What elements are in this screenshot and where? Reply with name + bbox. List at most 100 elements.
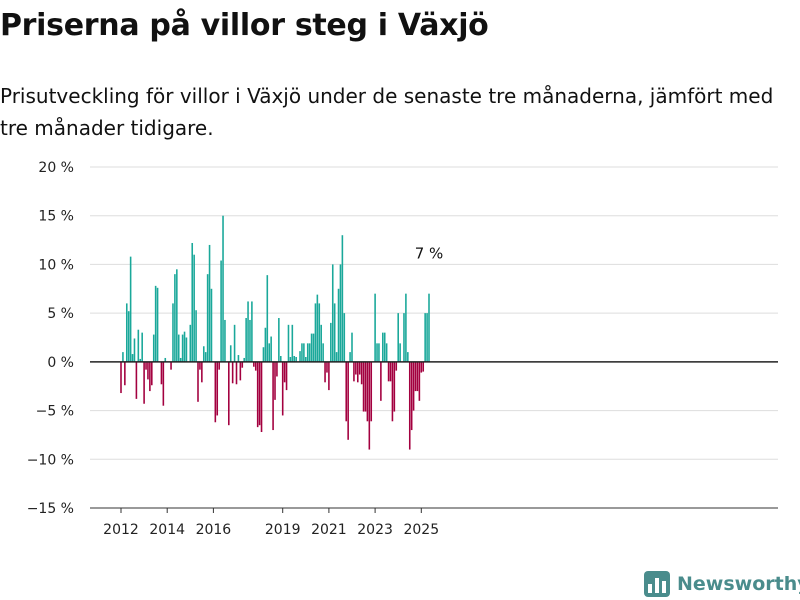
x-axis: 2012 2014 2016 2019 2021 2023 2025 — [90, 507, 778, 538]
bar — [399, 343, 401, 362]
bar — [141, 332, 143, 362]
bar — [266, 275, 269, 362]
bar — [347, 361, 349, 440]
bar — [291, 324, 294, 362]
bar — [274, 361, 276, 400]
bar — [164, 357, 167, 362]
bar — [306, 343, 309, 362]
bar — [308, 343, 311, 362]
bar — [151, 361, 153, 386]
y-axis-labels: 20 % 15 % 10 % 5 % 0 % −5 % −10 % −15 % — [27, 160, 74, 517]
bar — [318, 303, 321, 362]
bar — [156, 287, 159, 362]
bar — [320, 324, 322, 362]
bar — [345, 361, 348, 422]
bar — [197, 361, 199, 402]
bar — [314, 303, 317, 362]
bar — [270, 336, 272, 362]
bar — [279, 356, 282, 362]
bar — [383, 332, 386, 362]
bar — [305, 356, 307, 362]
bar — [253, 361, 255, 367]
bar — [254, 361, 257, 371]
bar — [391, 361, 394, 422]
bar — [154, 285, 157, 362]
bar — [174, 274, 176, 362]
bar — [351, 332, 353, 362]
bar — [312, 333, 315, 362]
bar — [380, 361, 382, 401]
bar — [295, 356, 297, 362]
bar — [412, 361, 415, 411]
bar — [385, 343, 388, 362]
bar — [387, 361, 390, 382]
chart-gridlines — [90, 166, 778, 509]
bar — [245, 318, 247, 362]
bar — [202, 346, 205, 362]
bar — [231, 361, 234, 384]
bar — [356, 361, 359, 383]
bar — [262, 347, 265, 362]
bar — [264, 327, 267, 362]
bar — [193, 254, 195, 362]
bar — [162, 361, 165, 406]
bar — [258, 361, 261, 426]
x-tick-label: 2012 — [103, 522, 139, 538]
bar — [339, 264, 342, 362]
bar — [251, 301, 253, 362]
bar — [195, 310, 197, 362]
bar — [407, 352, 409, 362]
bar — [322, 343, 324, 362]
bar — [199, 361, 201, 370]
bar — [370, 361, 373, 422]
bar — [289, 356, 292, 362]
bar — [330, 322, 332, 362]
bar — [176, 269, 178, 362]
brand-footer: Newsworthy — [644, 570, 800, 598]
bar — [201, 361, 203, 383]
bar — [364, 361, 367, 412]
bar — [208, 244, 211, 362]
chart-annotations: 7 % — [415, 245, 444, 263]
x-tick-label: 2014 — [149, 522, 185, 538]
last-value-label: 7 % — [415, 245, 444, 263]
bar — [366, 361, 369, 422]
y-tick-label: 0 % — [47, 355, 74, 371]
bar — [393, 361, 396, 412]
bar — [360, 361, 363, 385]
bar — [214, 361, 217, 423]
bar — [122, 352, 124, 362]
bar — [301, 343, 303, 362]
bar — [218, 361, 220, 370]
bar — [229, 345, 232, 362]
bar — [181, 334, 184, 362]
bar — [416, 361, 419, 392]
bar — [316, 294, 319, 362]
bar — [179, 357, 182, 362]
y-tick-label: 5 % — [47, 306, 74, 322]
bar — [376, 343, 378, 362]
bar — [233, 324, 236, 362]
bar — [389, 361, 392, 382]
brand-name: Newsworthy — [677, 573, 800, 595]
bar — [405, 293, 407, 362]
bar — [147, 361, 149, 380]
bar — [397, 313, 399, 362]
bar — [420, 361, 423, 373]
bar — [281, 361, 284, 416]
x-tick-label: 2021 — [311, 522, 347, 538]
bar — [210, 288, 213, 362]
price-change-bar-chart: 20 %15 %10 %5 %0 %−5 %−10 %−15 % 2012 201… — [27, 160, 778, 538]
bar — [247, 301, 249, 362]
bar — [285, 361, 288, 391]
bar — [333, 303, 336, 362]
bar — [189, 324, 192, 362]
bar — [224, 319, 226, 362]
bar — [335, 352, 338, 362]
bar — [355, 361, 357, 375]
bar — [216, 361, 219, 416]
bar — [170, 361, 172, 370]
x-tick-label: 2025 — [403, 522, 439, 538]
bar — [235, 361, 238, 385]
bar — [260, 361, 263, 433]
